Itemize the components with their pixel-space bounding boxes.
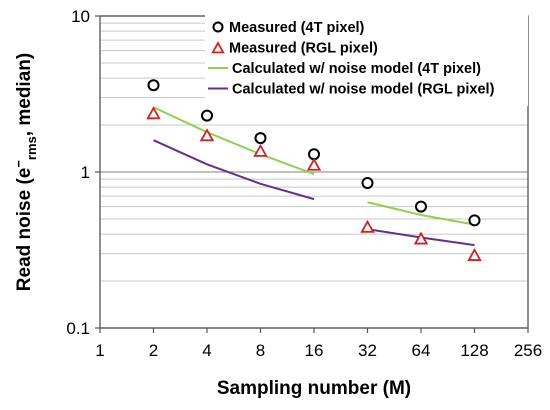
y-tick-label: 1 xyxy=(81,163,90,182)
y-axis-title-post: , median) xyxy=(14,53,35,136)
data-point-circle xyxy=(147,79,160,92)
y-axis-title-sup: − xyxy=(11,160,26,168)
x-tick-label: 32 xyxy=(358,341,377,360)
data-point-circle xyxy=(254,132,267,145)
series-line xyxy=(153,139,315,201)
y-axis-title-sub: rms xyxy=(24,136,39,160)
y-axis-title-pre: Read noise (e xyxy=(14,168,35,292)
data-point-triangle xyxy=(467,248,482,261)
x-tick-label: 8 xyxy=(256,341,265,360)
data-point-circle xyxy=(468,214,481,227)
y-tick-label: 10 xyxy=(71,7,90,26)
x-tick-label: 256 xyxy=(514,341,542,360)
data-point-triangle xyxy=(199,128,215,142)
x-axis-title: Sampling number (M) xyxy=(217,378,411,399)
data-point-circle xyxy=(201,109,213,122)
legend-marker-circle xyxy=(212,21,224,33)
legend-label: Calculated w/ noise model (RGL pixel) xyxy=(232,82,495,98)
data-point-triangle xyxy=(413,231,429,245)
series-line xyxy=(153,106,315,175)
data-point-triangle xyxy=(306,157,322,171)
x-tick-label: 16 xyxy=(305,341,324,360)
data-point-circle xyxy=(361,177,374,190)
tick-layer: 1 2 4 8 16 32 64 128 256 0.1 1 10 xyxy=(66,7,542,360)
legend-label: Calculated w/ noise model (4T pixel) xyxy=(232,61,481,77)
x-tick-label: 2 xyxy=(149,341,158,360)
legend-box xyxy=(205,14,528,106)
legend-label: Measured (4T pixel) xyxy=(229,20,365,36)
legend-marker-triangle xyxy=(211,41,225,54)
series-layer xyxy=(146,79,482,261)
data-point-triangle xyxy=(360,219,375,233)
y-tick-label: 0.1 xyxy=(66,319,90,338)
series-line xyxy=(367,201,475,226)
legend: Measured (4T pixel) Measured (RGL pixel) C… xyxy=(205,14,528,106)
y-axis-title: Read noise (e−rms, median) xyxy=(11,53,39,291)
x-tick-label: 64 xyxy=(412,341,431,360)
x-tick-label: 4 xyxy=(202,341,211,360)
x-tick-label: 1 xyxy=(95,341,104,360)
legend-label: Measured (RGL pixel) xyxy=(229,41,378,57)
data-point-circle xyxy=(415,200,427,213)
data-point-triangle xyxy=(253,143,268,157)
x-tick-label: 128 xyxy=(460,341,488,360)
data-point-triangle xyxy=(146,106,161,120)
